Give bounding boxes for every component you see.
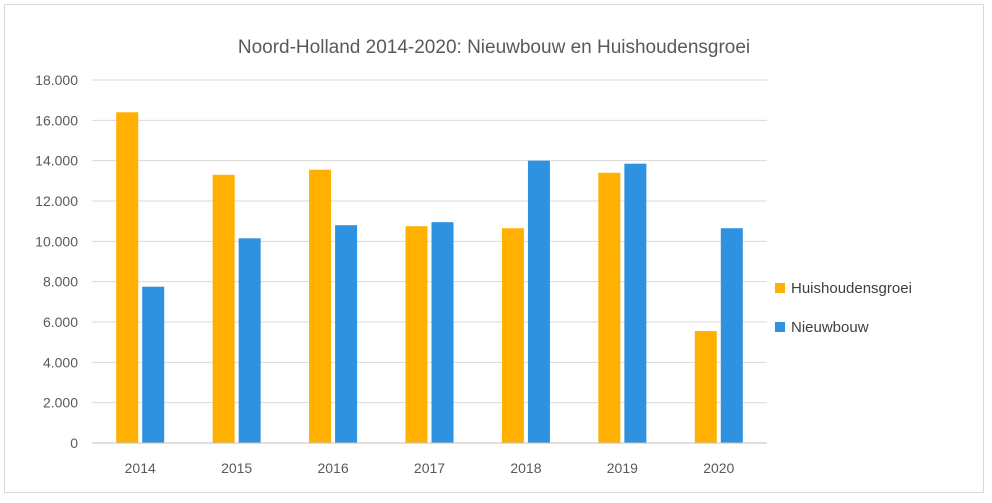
bar-nieuwbouw-2014 [142, 286, 165, 443]
bar-huishoudensgroei-2018 [501, 228, 524, 443]
chart-title: Noord-Holland 2014-2020: Nieuwbouw en Hu… [238, 37, 750, 58]
y-tick-label: 4.000 [43, 354, 78, 370]
bar-huishoudensgroei-2017 [405, 226, 428, 443]
bar-huishoudensgroei-2019 [598, 172, 621, 443]
bar-huishoudensgroei-2014 [116, 112, 139, 444]
legend-item-huishoudensgroei: Huishoudensgroei [775, 280, 912, 297]
x-tick-label: 2019 [607, 460, 638, 476]
x-tick-label: 2014 [125, 460, 156, 476]
y-tick-label: 8.000 [43, 274, 78, 290]
legend: Huishoudensgroei Nieuwbouw [775, 280, 912, 336]
x-tick-label: 2020 [703, 460, 734, 476]
bar-nieuwbouw-2017 [431, 222, 454, 443]
bar-nieuwbouw-2019 [624, 163, 647, 444]
bar-nieuwbouw-2016 [335, 225, 358, 443]
y-tick-label: 10.000 [35, 233, 78, 249]
x-tick-label: 2018 [510, 460, 541, 476]
bar-nieuwbouw-2020 [720, 228, 743, 443]
bar-huishoudensgroei-2015 [212, 174, 235, 444]
chart-frame: Noord-Holland 2014-2020: Nieuwbouw en Hu… [4, 4, 984, 493]
bar-nieuwbouw-2018 [527, 160, 550, 443]
y-tick-label: 0 [70, 435, 78, 451]
x-tick-label: 2017 [414, 460, 445, 476]
y-tick-label: 2.000 [43, 395, 78, 411]
legend-item-nieuwbouw: Nieuwbouw [775, 319, 869, 336]
bars [116, 112, 743, 444]
chart-svg: Noord-Holland 2014-2020: Nieuwbouw en Hu… [35, 37, 912, 476]
legend-swatch [775, 283, 785, 293]
y-axis-ticks: 0 2.000 4.000 6.000 8.000 10.000 12.000 14.000 1… [35, 72, 78, 451]
x-axis: 2014 2015 2016 2017 2018 2019 2020 [92, 442, 767, 476]
bar-nieuwbouw-2015 [238, 238, 261, 443]
x-tick-label: 2015 [221, 460, 252, 476]
y-tick-label: 6.000 [43, 314, 78, 330]
y-tick-label: 18.000 [35, 72, 78, 88]
bar-huishoudensgroei-2020 [694, 331, 717, 443]
legend-label: Nieuwbouw [791, 319, 869, 336]
y-tick-label: 16.000 [35, 112, 78, 128]
bar-huishoudensgroei-2016 [309, 169, 332, 443]
y-tick-label: 14.000 [35, 153, 78, 169]
grid-lines [92, 79, 767, 404]
legend-label: Huishoudensgroei [791, 280, 912, 297]
x-tick-label: 2016 [317, 460, 348, 476]
legend-swatch [775, 322, 785, 332]
y-tick-label: 12.000 [35, 193, 78, 209]
